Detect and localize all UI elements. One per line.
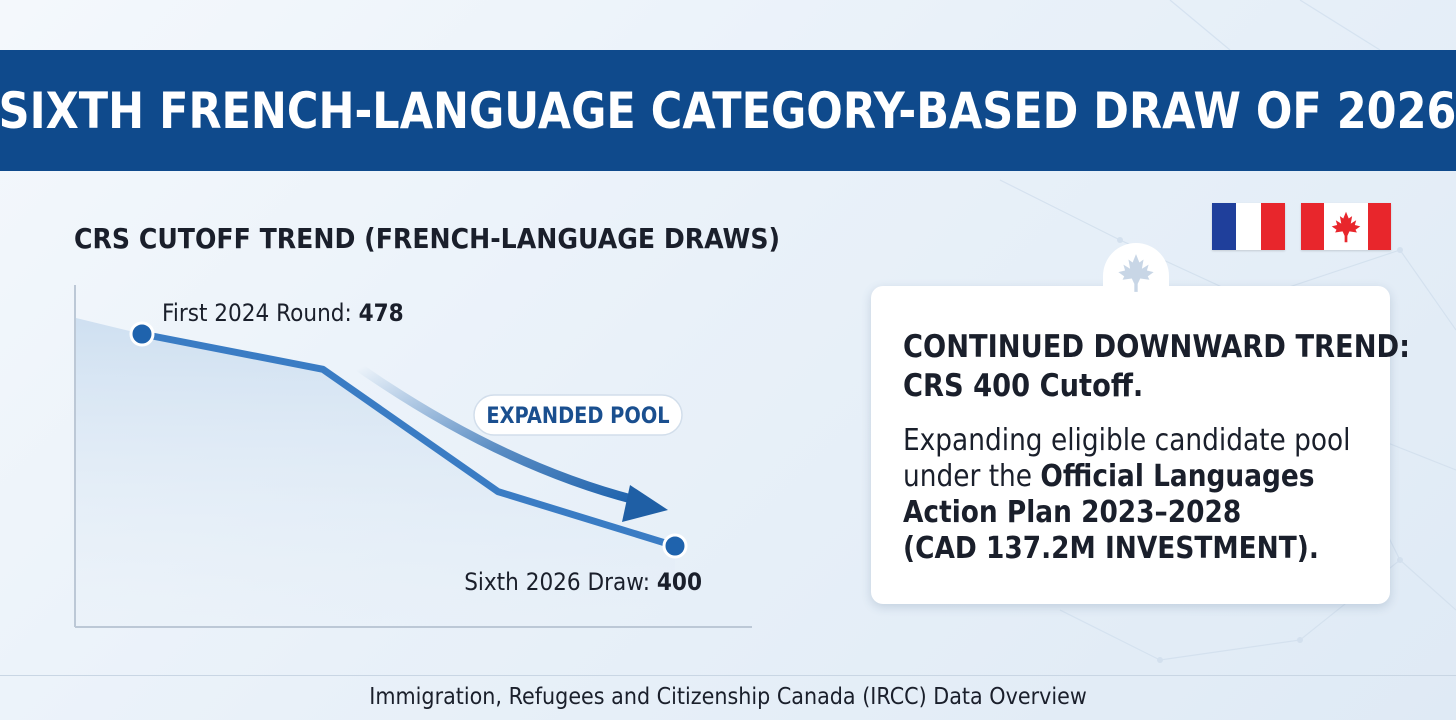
last-point-value: 400 xyxy=(657,569,702,596)
canada-flag-icon xyxy=(1301,203,1391,250)
card-body-line-4: (CAD 137.2M INVESTMENT). xyxy=(903,531,1351,567)
footer-divider xyxy=(0,675,1456,676)
first-point-name: First 2024 Round: xyxy=(162,300,359,327)
info-card xyxy=(871,286,1390,604)
card-body-line-3: Action Plan 2023–2028 xyxy=(903,495,1351,531)
maple-leaf-icon xyxy=(1118,254,1154,292)
card-heading-line-1: CONTINUED DOWNWARD TREND: xyxy=(903,329,1411,365)
series-line xyxy=(138,330,679,550)
card-body-line-2-bold: Official Languages xyxy=(1040,459,1315,494)
first-point-label: First 2024 Round: 478 xyxy=(162,300,404,327)
chart-area-fill xyxy=(76,318,675,626)
annotation-label: EXPANDED POOL xyxy=(486,403,669,428)
card-icon-tab xyxy=(1103,243,1169,303)
card-body-line-1: Expanding eligible candidate pool xyxy=(903,423,1351,458)
france-flag-icon xyxy=(1212,203,1285,250)
footer-source: Immigration, Refugees and Citizenship Ca… xyxy=(369,684,1087,710)
card-heading: CONTINUED DOWNWARD TREND: CRS 400 Cutoff… xyxy=(903,328,1411,406)
expanded-pool-badge: EXPANDED POOL xyxy=(473,394,683,436)
chart-title: CRS CUTOFF TREND (FRENCH-LANGUAGE DRAWS) xyxy=(74,222,781,255)
card-heading-line-2: CRS 400 Cutoff. xyxy=(903,368,1144,404)
title-banner: SIXTH FRENCH-LANGUAGE CATEGORY-BASED DRA… xyxy=(0,50,1456,171)
card-body-line-2-text: under the xyxy=(903,459,1041,494)
card-body-line-3-bold: Action Plan 2023–2028 xyxy=(903,495,1242,530)
card-body-line-2: under the Official Languages xyxy=(903,459,1351,495)
first-point-value: 478 xyxy=(359,300,404,327)
last-point-name: Sixth 2026 Draw: xyxy=(464,569,657,596)
last-point-label: Sixth 2026 Draw: 400 xyxy=(464,569,702,596)
page-title: SIXTH FRENCH-LANGUAGE CATEGORY-BASED DRA… xyxy=(0,81,1456,140)
maple-leaf-flag-icon xyxy=(1331,211,1361,242)
card-body-line-4-bold: (CAD 137.2M INVESTMENT). xyxy=(903,531,1319,566)
card-body: Expanding eligible candidate pool under … xyxy=(903,423,1351,567)
trend-arrow-head xyxy=(622,485,668,522)
trend-arrow xyxy=(355,363,640,505)
data-point-last xyxy=(662,533,688,559)
data-point-first xyxy=(129,321,155,347)
